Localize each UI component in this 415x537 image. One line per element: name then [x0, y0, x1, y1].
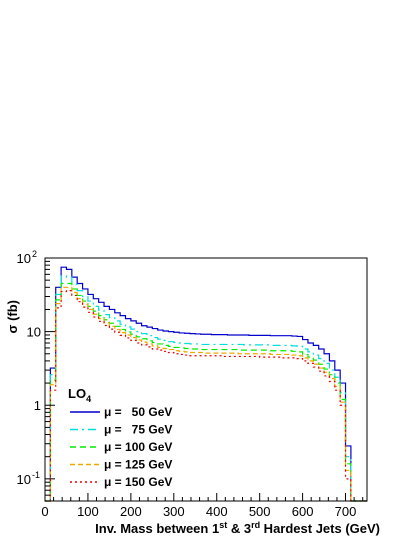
- legend-label: μ = 50 GeV: [104, 405, 172, 419]
- x-tick-label: 400: [206, 504, 228, 519]
- series-line-2: [45, 282, 367, 502]
- x-tick-label: 200: [120, 504, 142, 519]
- series-line-3: [45, 286, 367, 502]
- x-tick-label: 0: [41, 504, 48, 519]
- series-line-4: [45, 290, 367, 502]
- plot-area: [45, 266, 367, 502]
- series-line-1: [45, 275, 367, 502]
- legend-label: μ = 75 GeV: [104, 423, 172, 437]
- legend-label: μ = 100 GeV: [104, 440, 172, 454]
- y-tick-label: 1: [34, 398, 41, 413]
- legend-label: μ = 150 GeV: [104, 475, 172, 489]
- x-tick-label: 600: [292, 504, 314, 519]
- series-line-0: [45, 266, 367, 502]
- plot-frame: [44, 257, 368, 502]
- y-axis-title: σ (fb): [5, 300, 20, 333]
- y-tick-label: 10: [17, 472, 31, 487]
- x-tick-label: 500: [249, 504, 271, 519]
- legend-title: LO4: [68, 386, 91, 404]
- x-tick-label: 300: [163, 504, 185, 519]
- y-tick-exponent: -1: [32, 470, 40, 480]
- y-tick-label: 10: [27, 325, 41, 340]
- x-axis-title: Inv. Mass between 1st & 3rd Hardest Jets…: [95, 520, 380, 536]
- legend: LO4 μ = 50 GeV μ = 75 GeV μ = 100 GeV μ = 12…: [68, 386, 172, 489]
- x-tick-label: 100: [77, 504, 99, 519]
- y-tick-label: 10: [17, 251, 31, 266]
- y-tick-exponent: 2: [32, 249, 37, 259]
- x-tick-label: 700: [335, 504, 357, 519]
- legend-label: μ = 125 GeV: [104, 458, 172, 472]
